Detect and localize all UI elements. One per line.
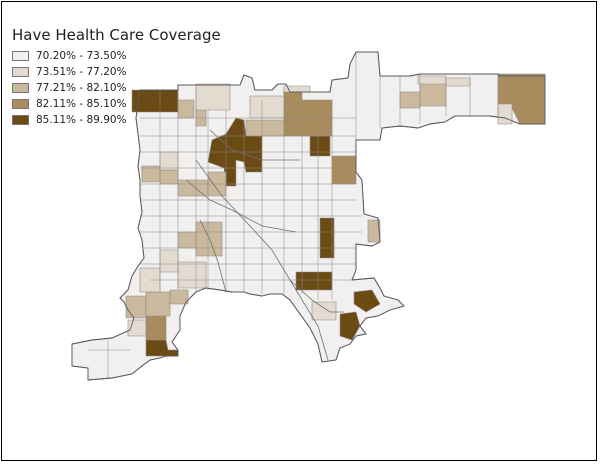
tract-boundaries: [88, 52, 499, 378]
census-tract: [169, 289, 189, 305]
census-tract: [131, 89, 179, 113]
legend-label: 73.51% - 77.20%: [36, 66, 127, 78]
census-tract: [145, 315, 167, 341]
highway-line: [289, 279, 344, 313]
highway-line: [199, 219, 227, 293]
legend-swatch: [12, 83, 29, 93]
city-boundary: [71, 51, 546, 381]
census-tract: [417, 75, 447, 85]
legend-swatch: [12, 51, 29, 61]
census-tract: [309, 135, 331, 157]
census-tract: [445, 77, 471, 87]
census-tract: [295, 271, 333, 291]
legend: 70.20% - 73.50% 73.51% - 77.20% 77.21% -…: [12, 48, 127, 128]
census-tract: [497, 103, 513, 125]
census-tract: [245, 119, 285, 137]
census-tract: [331, 155, 357, 185]
census-tract: [145, 291, 171, 317]
highway-lines: [185, 129, 344, 361]
census-tract: [177, 261, 207, 289]
census-tract: [195, 83, 231, 111]
legend-swatch: [12, 115, 29, 125]
census-tract: [141, 165, 161, 183]
highway-line: [195, 159, 329, 361]
legend-item: 82.11% - 85.10%: [12, 96, 127, 112]
census-tract: [419, 81, 447, 107]
map-title: Have Health Care Coverage: [12, 26, 221, 44]
legend-swatch: [12, 67, 29, 77]
census-tract: [159, 169, 179, 185]
census-tract: [159, 249, 179, 273]
census-tract: [195, 221, 223, 257]
census-tracts: [125, 73, 546, 357]
legend-swatch: [12, 99, 29, 109]
census-tract: [339, 311, 361, 341]
census-tract: [249, 95, 285, 119]
legend-label: 70.20% - 73.50%: [36, 50, 127, 62]
census-tract: [311, 301, 337, 321]
legend-label: 77.21% - 82.10%: [36, 82, 127, 94]
census-tract: [195, 107, 207, 127]
legend-item: 77.21% - 82.10%: [12, 80, 127, 96]
highway-line: [185, 179, 297, 233]
census-tract: [353, 289, 381, 313]
census-tract: [159, 151, 179, 171]
census-tract: [399, 91, 421, 109]
legend-label: 85.11% - 89.90%: [36, 114, 127, 126]
census-tract: [177, 231, 197, 249]
census-tract: [125, 295, 147, 319]
legend-label: 82.11% - 85.10%: [36, 98, 127, 110]
legend-item: 85.11% - 89.90%: [12, 112, 127, 128]
highway-line: [209, 129, 300, 161]
legend-item: 73.51% - 77.20%: [12, 64, 127, 80]
legend-item: 70.20% - 73.50%: [12, 48, 127, 64]
census-tract: [177, 99, 195, 119]
census-tract: [177, 179, 209, 197]
